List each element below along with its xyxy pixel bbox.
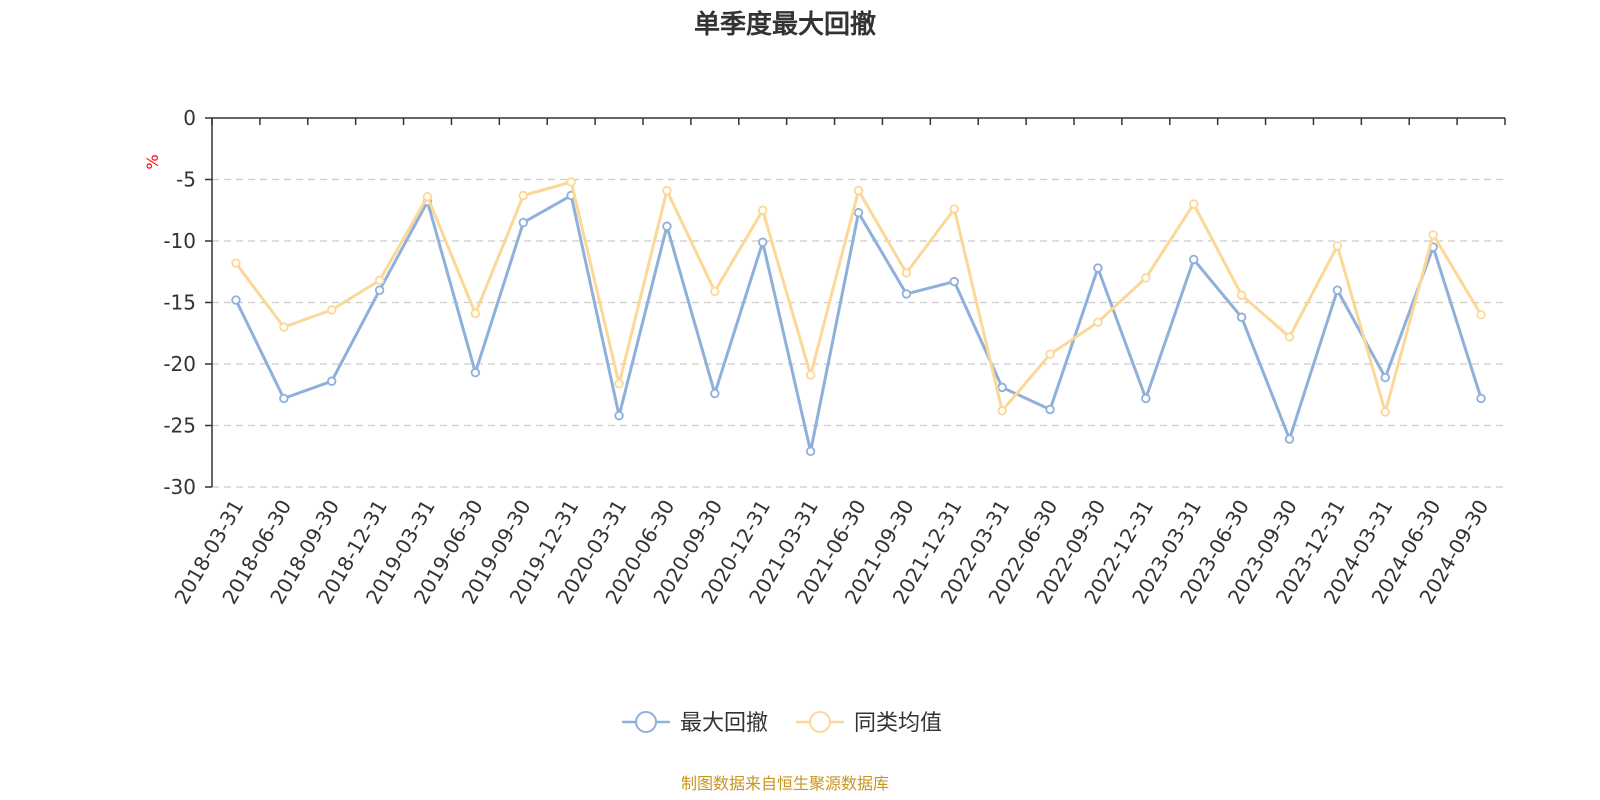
y-tick-label: -30 bbox=[163, 475, 196, 499]
x-tick-labels: 2018-03-312018-06-302018-09-302018-12-31… bbox=[169, 496, 1493, 609]
data-point[interactable] bbox=[231, 295, 241, 305]
data-point[interactable] bbox=[1236, 312, 1247, 322]
data-point[interactable] bbox=[470, 308, 481, 319]
y-tick-labels: 0 -5 -10 -15 -20 -25 -30 bbox=[163, 106, 196, 499]
data-point[interactable] bbox=[1189, 199, 1199, 209]
data-point[interactable] bbox=[279, 393, 289, 404]
grid-lines bbox=[212, 178, 1505, 488]
data-point[interactable] bbox=[1476, 310, 1486, 320]
data-point[interactable] bbox=[566, 177, 576, 187]
legend-marker bbox=[635, 711, 657, 733]
data-point[interactable] bbox=[1093, 263, 1103, 273]
data-point[interactable] bbox=[853, 185, 864, 196]
data-point[interactable] bbox=[805, 446, 816, 457]
legend-marker bbox=[809, 711, 831, 733]
data-point[interactable] bbox=[1476, 393, 1486, 404]
data-point[interactable] bbox=[1141, 393, 1151, 404]
data-point[interactable] bbox=[1284, 332, 1295, 342]
data-point[interactable] bbox=[949, 276, 959, 287]
y-axis-unit: % bbox=[143, 154, 162, 169]
data-point[interactable] bbox=[614, 410, 624, 421]
series-line bbox=[234, 194, 1483, 453]
data-point[interactable] bbox=[710, 286, 720, 297]
data-point[interactable] bbox=[1428, 230, 1438, 240]
data-point[interactable] bbox=[949, 204, 959, 214]
data-point[interactable] bbox=[1380, 372, 1390, 383]
data-point[interactable] bbox=[997, 406, 1007, 416]
data-point[interactable] bbox=[1045, 404, 1055, 415]
y-tick-label: -20 bbox=[163, 352, 196, 376]
chart-title: 单季度最大回撤 bbox=[694, 9, 876, 40]
data-point[interactable] bbox=[279, 322, 289, 332]
legend-label: 同类均值 bbox=[854, 711, 942, 736]
legend-item-1[interactable]: 最大回撤 bbox=[622, 711, 768, 736]
data-point[interactable] bbox=[662, 221, 672, 231]
data-point[interactable] bbox=[758, 205, 768, 215]
series-1 bbox=[231, 190, 1486, 457]
y-tick-label: -10 bbox=[163, 229, 196, 253]
legend[interactable]: 最大回撤 同类均值 bbox=[622, 711, 942, 736]
data-point[interactable] bbox=[901, 268, 912, 278]
series-2 bbox=[231, 177, 1486, 417]
data-point[interactable] bbox=[710, 388, 720, 399]
data-point[interactable] bbox=[374, 275, 385, 286]
data-point[interactable] bbox=[327, 376, 337, 386]
data-point[interactable] bbox=[853, 208, 864, 218]
data-point[interactable] bbox=[374, 285, 385, 295]
data-point[interactable] bbox=[1236, 290, 1247, 300]
data-point[interactable] bbox=[1093, 317, 1103, 327]
legend-label: 最大回撤 bbox=[680, 711, 768, 736]
data-point[interactable] bbox=[805, 370, 816, 380]
data-point[interactable] bbox=[1380, 407, 1390, 417]
data-point[interactable] bbox=[997, 382, 1007, 393]
y-tick-label: 0 bbox=[183, 106, 196, 130]
data-point[interactable] bbox=[758, 237, 768, 247]
data-point[interactable] bbox=[1189, 254, 1199, 265]
y-tick-label: -25 bbox=[163, 414, 196, 438]
data-point[interactable] bbox=[614, 378, 624, 389]
data-point[interactable] bbox=[1332, 285, 1343, 295]
data-point[interactable] bbox=[231, 258, 241, 268]
legend-item-2[interactable]: 同类均值 bbox=[796, 711, 942, 736]
data-point[interactable] bbox=[518, 217, 528, 228]
data-point[interactable] bbox=[1284, 434, 1295, 444]
data-point[interactable] bbox=[1045, 349, 1055, 359]
data-source-note: 制图数据来自恒生聚源数据库 bbox=[681, 774, 889, 793]
data-point[interactable] bbox=[1332, 241, 1343, 251]
data-point[interactable] bbox=[518, 190, 528, 201]
data-point[interactable] bbox=[422, 192, 433, 202]
y-tick-label: -5 bbox=[176, 168, 196, 192]
series-layer bbox=[231, 177, 1486, 457]
data-point[interactable] bbox=[327, 305, 337, 315]
axes bbox=[205, 117, 1506, 488]
y-tick-label: -15 bbox=[163, 291, 196, 315]
data-point[interactable] bbox=[470, 367, 481, 378]
data-point[interactable] bbox=[1141, 273, 1151, 283]
data-point[interactable] bbox=[901, 289, 912, 299]
data-point[interactable] bbox=[662, 185, 672, 196]
